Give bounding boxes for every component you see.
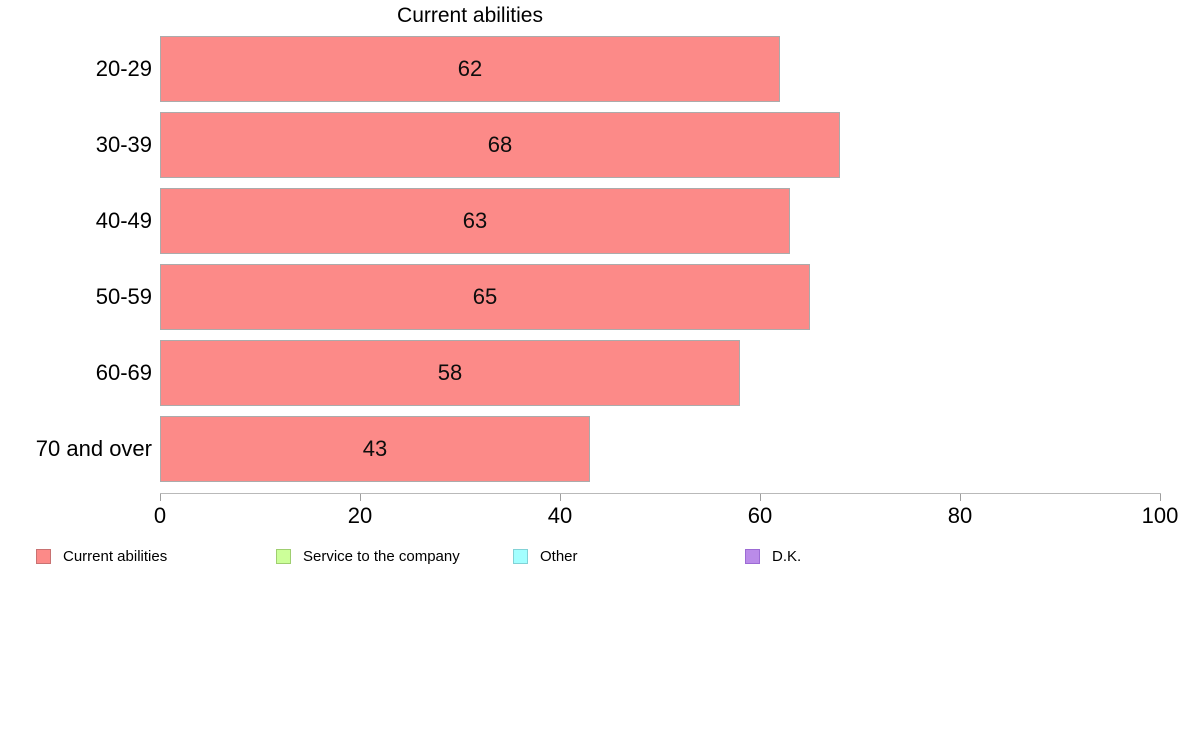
- legend-swatch-icon: [745, 549, 760, 564]
- x-axis-tick: [360, 494, 361, 501]
- bar: 62: [160, 36, 780, 102]
- x-axis-tick-label: 60: [747, 503, 773, 528]
- x-axis-tick: [760, 494, 761, 501]
- bar-row: 70 and over 43: [0, 416, 1188, 482]
- x-axis-tick-label: 20: [347, 503, 373, 528]
- bar-value-label: 65: [472, 284, 498, 309]
- bar-value-label: 63: [462, 208, 488, 233]
- bar-row: 20-29 62: [0, 36, 1188, 102]
- x-axis-tick: [960, 494, 961, 501]
- legend-item-service-to-the-company: Service to the company: [276, 548, 460, 565]
- legend-label: Current abilities: [63, 548, 168, 565]
- legend-swatch-icon: [276, 549, 291, 564]
- y-axis-label: 70 and over: [35, 436, 152, 461]
- legend-label: D.K.: [772, 548, 802, 565]
- bar-row: 60-69 58: [0, 340, 1188, 406]
- legend-label: Other: [540, 548, 578, 565]
- bar-row: 30-39 68: [0, 112, 1188, 178]
- bar: 63: [160, 188, 790, 254]
- bar-row: 40-49 63: [0, 188, 1188, 254]
- legend-swatch-icon: [513, 549, 528, 564]
- bar: 43: [160, 416, 590, 482]
- y-axis-label: 60-69: [95, 360, 152, 385]
- bar-row: 50-59 65: [0, 264, 1188, 330]
- bar: 58: [160, 340, 740, 406]
- x-axis-tick: [1160, 494, 1161, 501]
- bar: 68: [160, 112, 840, 178]
- legend-item-current-abilities: Current abilities: [36, 548, 167, 565]
- y-axis-label: 40-49: [95, 208, 152, 233]
- x-axis-tick-label: 0: [153, 503, 167, 528]
- legend-item-dk: D.K.: [745, 548, 801, 565]
- bar-value-label: 43: [362, 436, 388, 461]
- legend-swatch-icon: [36, 549, 51, 564]
- y-axis-label: 30-39: [95, 132, 152, 157]
- legend-label: Service to the company: [303, 548, 460, 565]
- legend: Current abilities Service to the company…: [0, 548, 1188, 568]
- x-axis-tick-label: 40: [547, 503, 573, 528]
- x-axis-tick: [160, 494, 161, 501]
- y-axis-label: 20-29: [95, 56, 152, 81]
- x-axis: 0 20 40 60 80 100: [154, 493, 1178, 528]
- x-axis-tick-label: 100: [1141, 503, 1179, 528]
- bar-value-label: 68: [487, 132, 513, 157]
- y-axis-label: 50-59: [95, 284, 152, 309]
- x-axis-tick: [560, 494, 561, 501]
- x-axis-tick-label: 80: [947, 503, 973, 528]
- plot-area: 20-29 62 30-39 68 40-49 63 50-59 65 60-6…: [0, 36, 1188, 492]
- bar-value-label: 58: [437, 360, 463, 385]
- bar-value-label: 62: [457, 56, 483, 81]
- chart-title: Current abilities: [397, 4, 543, 27]
- bar: 65: [160, 264, 810, 330]
- legend-item-other: Other: [513, 548, 578, 565]
